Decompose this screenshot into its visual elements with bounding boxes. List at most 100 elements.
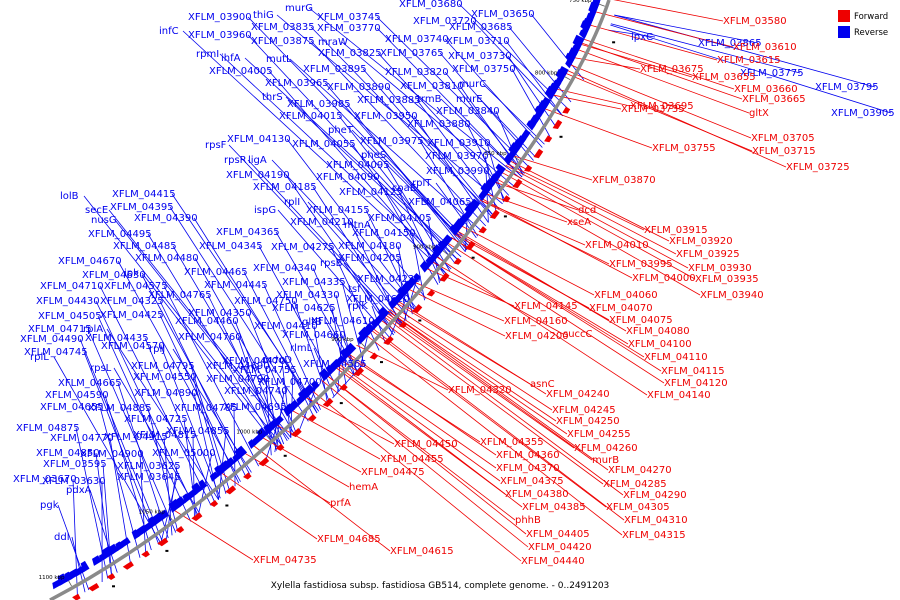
gene-label: XFLM_04415 bbox=[112, 189, 176, 200]
gene-label: XFLM_03795 bbox=[815, 82, 879, 93]
reverse-gene-arrow bbox=[432, 244, 444, 257]
rna-feature-mark bbox=[503, 215, 507, 218]
reverse-gene-arrow bbox=[534, 105, 545, 117]
forward-gene-arrow bbox=[453, 257, 462, 265]
reverse-gene-arrow bbox=[544, 85, 557, 100]
gene-label: XFLM_04790 bbox=[206, 374, 270, 385]
leader-line bbox=[244, 57, 462, 258]
leader-line bbox=[341, 281, 365, 366]
leader-line bbox=[582, 38, 735, 90]
leader-line bbox=[291, 409, 381, 460]
reverse-gene-arrow bbox=[252, 433, 264, 446]
gene-label: murG bbox=[285, 3, 313, 14]
leader-line bbox=[493, 181, 579, 211]
leader-line bbox=[505, 165, 677, 255]
reverse-gene-arrow bbox=[319, 368, 331, 381]
gene-label: XFLM_04875 bbox=[16, 423, 80, 434]
gene-label: XFLM_04750 bbox=[234, 296, 298, 307]
gene-label: thrS bbox=[262, 92, 283, 103]
gene-label: XFLM_04665 bbox=[58, 378, 122, 389]
leader-line bbox=[219, 53, 452, 270]
gene-label: XFLM_04230 bbox=[357, 274, 421, 285]
gene-label: XFLM_04095 bbox=[326, 160, 390, 171]
leader-line bbox=[286, 138, 418, 310]
reverse-gene-arrow bbox=[92, 555, 102, 566]
gene-label: murB bbox=[592, 455, 619, 466]
forward-gene-arrow bbox=[411, 304, 423, 314]
gene-label: XFLM_03680 bbox=[399, 0, 463, 10]
gene-label: XFLM_04205 bbox=[338, 253, 402, 264]
gene-label: XFLM_03665 bbox=[742, 94, 806, 105]
axis-tick-label: 900 kbp bbox=[413, 245, 436, 251]
leader-line bbox=[392, 305, 553, 411]
leader-line bbox=[588, 24, 718, 61]
gene-label: XFLM_03865 bbox=[698, 38, 762, 49]
gene-label: XFLM_04570 bbox=[101, 341, 165, 352]
reverse-gene-arrow bbox=[469, 198, 481, 211]
leader-line bbox=[336, 365, 523, 508]
reverse-gene-arrow bbox=[119, 537, 131, 549]
leader-line bbox=[99, 285, 212, 506]
gene-label: XFLM_04190 bbox=[226, 170, 290, 181]
forward-gene-arrow bbox=[157, 537, 169, 547]
gene-label: XFLM_03900 bbox=[188, 12, 252, 23]
gene-label: XFLM_04465 bbox=[184, 267, 248, 278]
leader-line bbox=[268, 70, 448, 275]
forward-gene-arrow bbox=[439, 272, 450, 282]
leader-line bbox=[160, 345, 221, 499]
gene-label: XFLM_04565 bbox=[303, 359, 367, 370]
leader-line bbox=[377, 52, 510, 196]
gene-label: XFLM_03735 bbox=[621, 104, 685, 115]
leader-line bbox=[83, 351, 160, 545]
leader-line bbox=[113, 367, 201, 515]
gene-label: trmB bbox=[417, 94, 442, 105]
forward-gene-arrow bbox=[489, 209, 500, 219]
reverse-gene-arrow bbox=[425, 256, 435, 267]
reverse-gene-arrow bbox=[325, 364, 335, 376]
leader-line bbox=[496, 178, 701, 296]
gene-label: XFLM_03705 bbox=[751, 133, 815, 144]
leader-line bbox=[346, 103, 466, 252]
forward-gene-arrow bbox=[562, 106, 571, 114]
gene-label: XFLM_04410 bbox=[254, 321, 318, 332]
leader-line bbox=[372, 327, 625, 521]
gene-label: XFLM_04380 bbox=[505, 489, 569, 500]
gene-label: infC bbox=[159, 26, 179, 37]
leader-line bbox=[117, 260, 241, 482]
forward-gene-arrow bbox=[308, 414, 317, 422]
reverse-gene-arrow bbox=[131, 529, 141, 540]
leader-line bbox=[87, 328, 177, 533]
gene-label: XFLM_04105 bbox=[368, 213, 432, 224]
gene-label: XFLM_04310 bbox=[624, 515, 688, 526]
forward-gene-arrow bbox=[243, 472, 252, 480]
gene-label: XFLM_04270 bbox=[608, 465, 672, 476]
leader-line bbox=[83, 195, 283, 446]
leader-line bbox=[446, 242, 665, 384]
gene-label: ipk bbox=[124, 268, 139, 279]
leader-line bbox=[117, 382, 169, 539]
gene-label: XFLM_03655 bbox=[692, 72, 756, 83]
leader-line bbox=[310, 40, 487, 227]
leader-line bbox=[95, 300, 199, 516]
leader-line bbox=[380, 319, 604, 485]
reverse-gene-arrow bbox=[209, 471, 219, 482]
axis-ticks: 750 kbp 800 kbp 850 kbp 900 kbp 950 kbp 1000 … bbox=[39, 0, 605, 587]
gene-label: XFLM_04335 bbox=[282, 277, 346, 288]
forward-gene-arrow bbox=[72, 593, 81, 600]
gene-label: XFLM_04505 bbox=[38, 311, 102, 322]
reverse-gene-arrow bbox=[508, 150, 517, 160]
gene-label: XFLM_04125 bbox=[339, 187, 403, 198]
gene-label: mraW bbox=[318, 37, 348, 48]
genome-backbone-arc bbox=[49, 0, 611, 600]
gene-label: XFLM_04260 bbox=[574, 443, 638, 454]
leader-line bbox=[247, 159, 404, 325]
gene-label: XFLM_04740 bbox=[224, 386, 288, 397]
gene-label: XFLM_03925 bbox=[676, 249, 740, 260]
axis-tick-label: 1050 kbp bbox=[139, 509, 165, 515]
reverse-gene-arrow bbox=[503, 153, 514, 166]
gene-label: XFLM_03765 bbox=[380, 48, 444, 59]
gene-label: XFLM_04200 bbox=[505, 331, 569, 342]
gene-label: XFLM_04330 bbox=[276, 290, 340, 301]
gene-label: XFLM_04375 bbox=[500, 476, 564, 487]
gene-label: XFLM_04130 bbox=[227, 134, 291, 145]
